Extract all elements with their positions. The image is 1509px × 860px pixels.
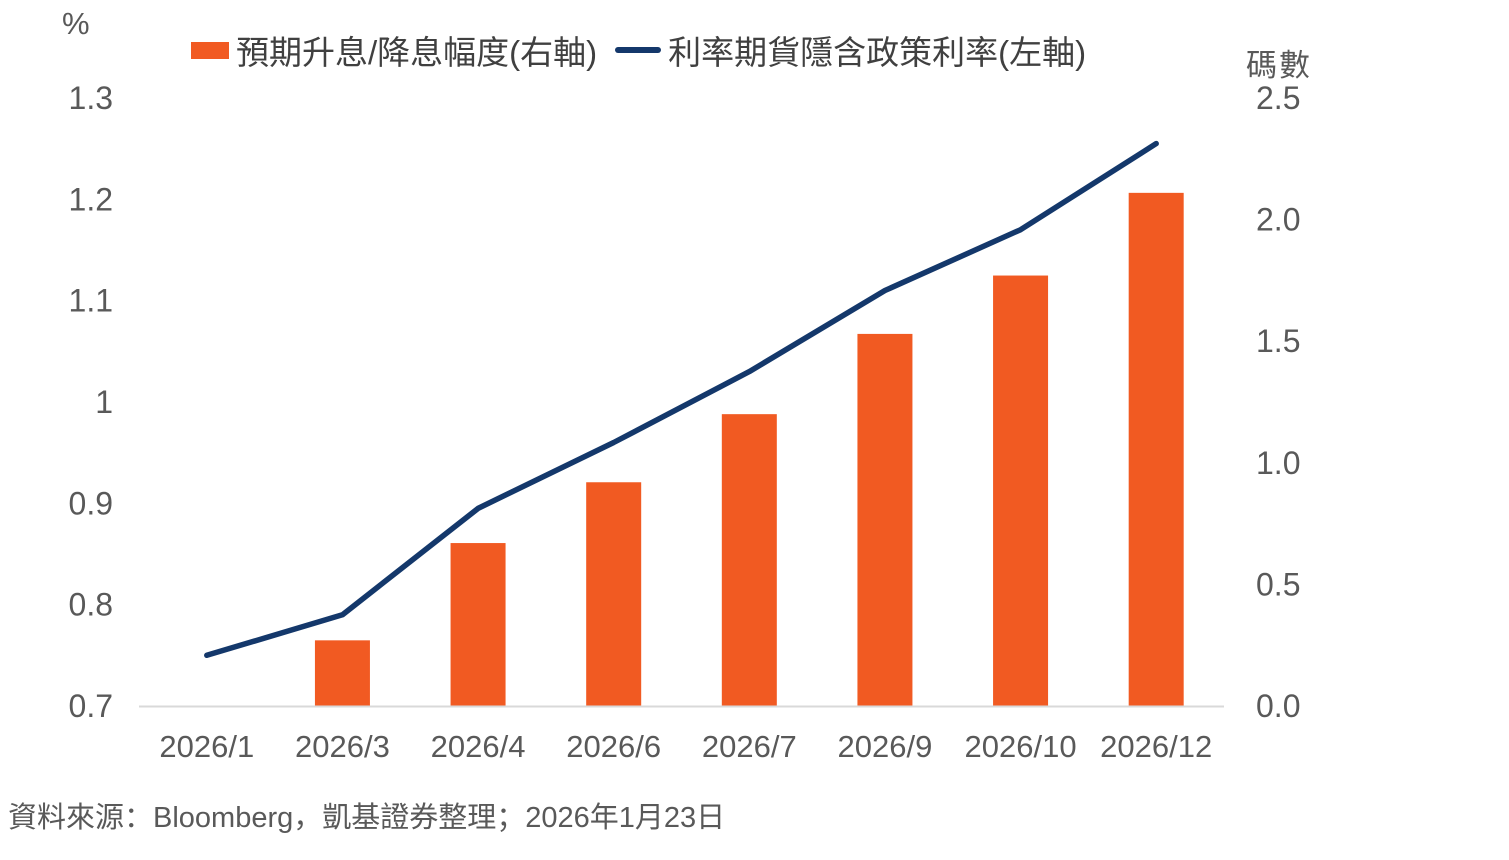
source-note: 資料來源：Bloomberg，凱基證券整理；2026年1月23日 xyxy=(8,802,726,834)
left-axis-tick-label: 0.9 xyxy=(69,485,113,521)
legend-label-bar-series: 預期升息/降息幅度(右軸) xyxy=(236,34,598,71)
left-axis-tick-label: 1.1 xyxy=(69,283,113,319)
left-axis-tick-label: 1.3 xyxy=(69,80,113,116)
bar-expected-rate-change xyxy=(857,333,913,706)
left-axis-unit-label: % xyxy=(62,6,90,41)
legend-label-line-series: 利率期貨隱含政策利率(左軸) xyxy=(668,34,1087,71)
implied-policy-rate-line xyxy=(204,140,1159,659)
left-axis-tick-label: 1 xyxy=(95,384,113,420)
bar-series-swatch-icon xyxy=(191,41,229,59)
bar-expected-rate-change xyxy=(993,275,1049,706)
bar-expected-rate-change xyxy=(1128,192,1184,706)
x-axis-category-label: 2026/7 xyxy=(702,729,797,764)
x-axis-category-label: 2026/1 xyxy=(159,729,254,764)
left-axis-tick-label: 0.7 xyxy=(69,688,113,724)
chart-legend: 預期升息/降息幅度(右軸) 利率期貨隱含政策利率(左軸) xyxy=(191,26,1086,74)
right-axis-tick-label: 1.0 xyxy=(1256,445,1300,481)
right-axis-unit-label: 碼數 xyxy=(1246,48,1312,83)
right-axis-tick-label: 2.5 xyxy=(1256,80,1300,116)
x-axis-category-label: 2026/9 xyxy=(838,729,933,764)
right-axis-tick-label: 0.5 xyxy=(1256,566,1300,602)
bar-expected-rate-change xyxy=(586,482,642,706)
legend-item-line-series: 利率期貨隱含政策利率(左軸) xyxy=(615,26,1086,74)
left-axis-tick-label: 1.2 xyxy=(69,181,113,217)
x-axis-category-label: 2026/10 xyxy=(965,729,1077,764)
right-axis-tick-label: 0.0 xyxy=(1256,688,1300,724)
bar-expected-rate-change xyxy=(721,414,777,706)
right-axis-tick-label: 2.0 xyxy=(1256,202,1300,238)
x-axis-category-label: 2026/3 xyxy=(295,729,390,764)
bar-expected-rate-change xyxy=(450,543,506,706)
left-axis-tick-label: 0.8 xyxy=(69,587,113,623)
right-axis-tick-label: 1.5 xyxy=(1256,323,1300,359)
line-series-swatch-icon xyxy=(615,47,662,53)
legend-item-bar-series: 預期升息/降息幅度(右軸) xyxy=(191,26,597,74)
x-axis-category-label: 2026/4 xyxy=(431,729,526,764)
x-axis-category-label: 2026/12 xyxy=(1100,729,1212,764)
x-axis-category-label: 2026/6 xyxy=(566,729,661,764)
bar-expected-rate-change xyxy=(314,640,370,706)
